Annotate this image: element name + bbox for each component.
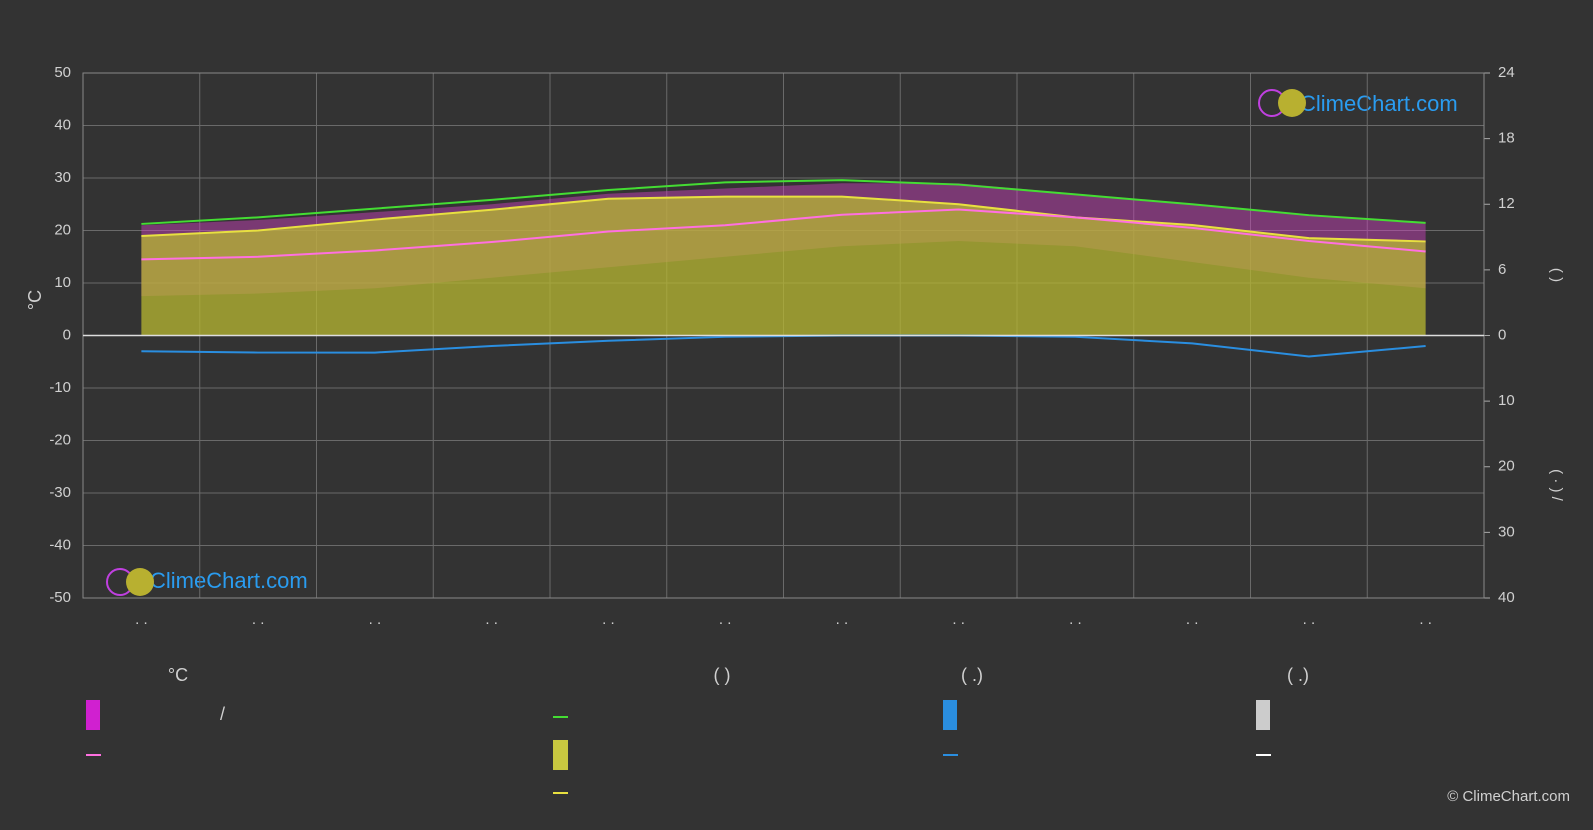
y3-tick-label: 30 bbox=[1498, 523, 1515, 540]
y-tick-label: 30 bbox=[54, 169, 71, 186]
y-tick-label: 40 bbox=[54, 116, 71, 133]
x-tick-label: . . bbox=[1069, 611, 1082, 628]
y2-axis-label: ( ) bbox=[1548, 268, 1565, 282]
y2-tick-label: 6 bbox=[1498, 261, 1506, 278]
y-tick-label: 20 bbox=[54, 221, 71, 238]
y-tick-label: 10 bbox=[54, 274, 71, 291]
x-tick-label: . . bbox=[719, 611, 732, 628]
legend-item: / bbox=[220, 704, 225, 724]
y2-tick-label: 18 bbox=[1498, 130, 1515, 147]
y3-axis-label: ( · ) / bbox=[1548, 469, 1565, 501]
line bbox=[141, 195, 1426, 243]
x-tick-label: . . bbox=[836, 611, 849, 628]
x-tick-label: . . bbox=[1303, 611, 1316, 628]
watermark: ClimeChart.com bbox=[150, 568, 308, 593]
y-tick-label: 50 bbox=[54, 64, 71, 81]
y3-tick-label: 10 bbox=[1498, 392, 1515, 409]
x-tick-label: . . bbox=[1186, 611, 1199, 628]
y2-tick-label: 12 bbox=[1498, 195, 1515, 212]
y2-tick-label: 0 bbox=[1498, 326, 1506, 343]
y3-tick-label: 40 bbox=[1498, 589, 1515, 606]
x-tick-label: . . bbox=[135, 611, 148, 628]
line bbox=[141, 208, 1426, 261]
legend-header: ( .) bbox=[1287, 665, 1309, 685]
y-tick-label: -50 bbox=[49, 589, 71, 606]
x-tick-label: . . bbox=[485, 611, 498, 628]
y-tick-label: -10 bbox=[49, 379, 71, 396]
line bbox=[141, 179, 1426, 225]
legend-header: ( ) bbox=[714, 665, 731, 685]
y-tick-label: -30 bbox=[49, 484, 71, 501]
x-tick-label: . . bbox=[952, 611, 965, 628]
x-tick-label: . . bbox=[252, 611, 265, 628]
area bbox=[141, 196, 1426, 336]
copyright: © ClimeChart.com bbox=[1447, 788, 1570, 805]
x-tick-label: . . bbox=[602, 611, 615, 628]
y-tick-label: 0 bbox=[63, 326, 71, 343]
legend-header: °C bbox=[168, 665, 188, 685]
legend-swatches bbox=[86, 700, 1271, 794]
x-tick-label: . . bbox=[369, 611, 382, 628]
y2-tick-label: 24 bbox=[1498, 64, 1515, 81]
watermark: ClimeChart.com bbox=[1300, 91, 1458, 116]
y-axis-label: °C bbox=[25, 290, 45, 310]
logo bbox=[106, 89, 1306, 596]
y3-tick-label: 20 bbox=[1498, 458, 1515, 475]
y-tick-label: -40 bbox=[49, 536, 71, 553]
y-tick-label: -20 bbox=[49, 431, 71, 448]
legend-header: ( .) bbox=[961, 665, 983, 685]
x-tick-label: . . bbox=[1419, 611, 1432, 628]
